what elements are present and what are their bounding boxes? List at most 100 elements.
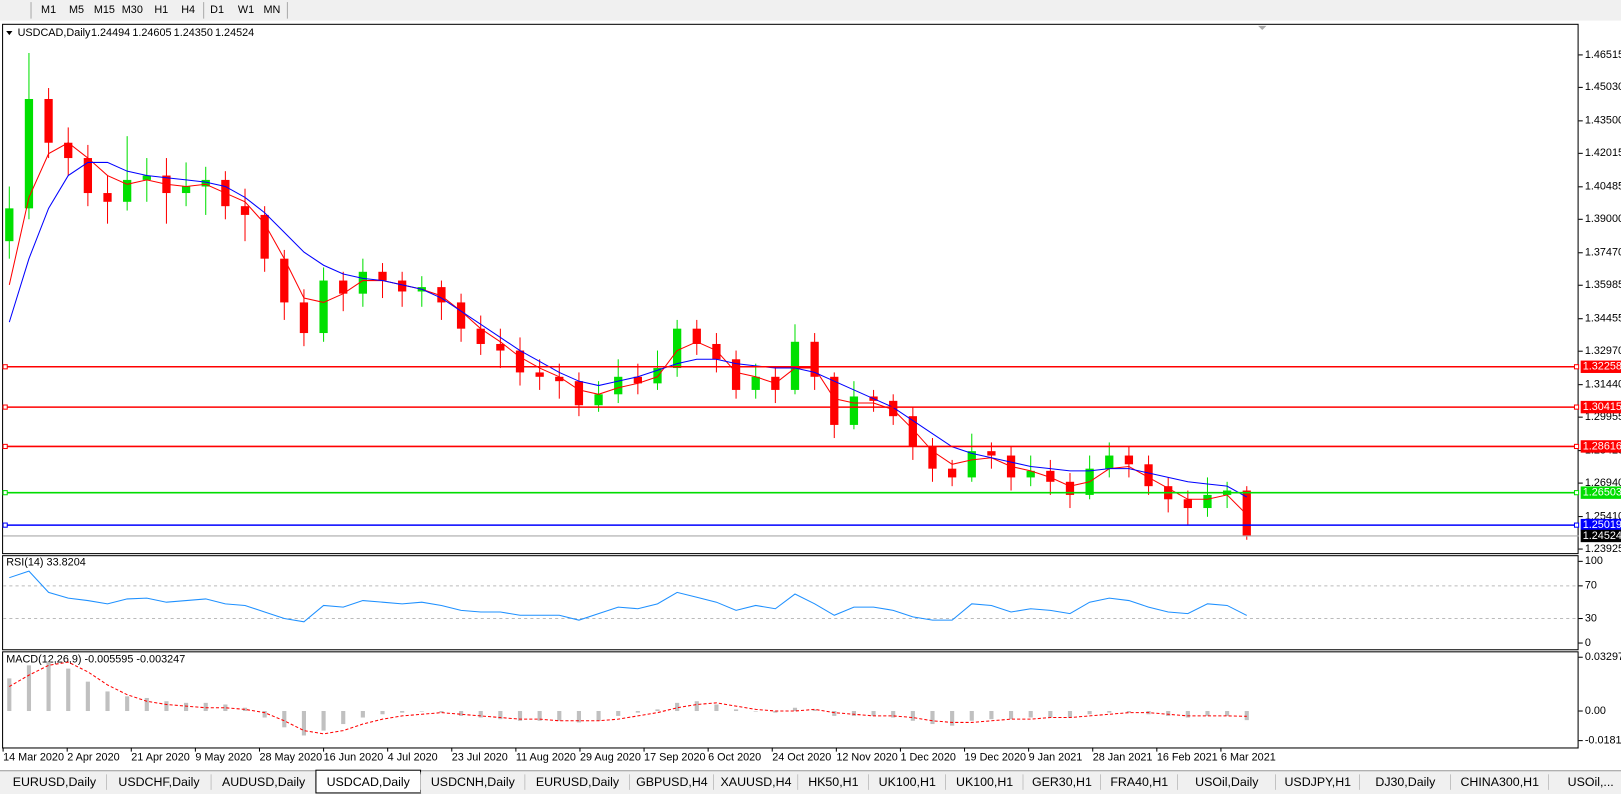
tab-label[interactable]: UK100,H1 [879, 775, 936, 789]
tab[interactable]: GER30,H1 [1023, 772, 1102, 793]
tab[interactable]: USOil,Daily [1177, 772, 1277, 793]
tab-bg[interactable] [1100, 772, 1178, 793]
tab-bg[interactable] [2, 772, 107, 793]
x-tick-label: 29 Aug 2020 [580, 752, 641, 764]
y-tick-label: 1.34455 [1585, 313, 1621, 325]
tab-bg[interactable] [629, 772, 714, 793]
timeframe-button[interactable]: H4 [181, 4, 195, 16]
tab-bg[interactable] [211, 772, 316, 793]
tab-label[interactable]: USDJPY,H1 [1284, 775, 1351, 789]
tab-label[interactable]: USOil,... [1568, 775, 1614, 789]
level-handle[interactable] [2, 522, 8, 528]
tab[interactable]: USDJPY,H1 [1275, 772, 1361, 793]
level-handle[interactable] [2, 364, 8, 370]
tab[interactable]: UK100,H1 [868, 772, 947, 793]
candle-body [987, 451, 996, 456]
tab[interactable]: USDCAD,Daily [315, 769, 422, 794]
tab-label[interactable]: EURUSD,Daily [536, 775, 620, 789]
tab-label[interactable]: AUDUSD,Daily [222, 775, 306, 789]
tab-label[interactable]: GBPUSD,H4 [636, 775, 708, 789]
x-tick-label: 16 Jun 2020 [324, 752, 384, 764]
candle-body [496, 343, 505, 351]
macd-bar [1028, 711, 1033, 718]
timeframe-button[interactable]: H1 [154, 4, 168, 16]
tab-label[interactable]: USDCNH,Daily [431, 775, 516, 789]
tab-bg[interactable] [1275, 772, 1360, 793]
tab[interactable]: DJ30,Daily [1359, 772, 1452, 793]
tab-bg[interactable] [945, 772, 1024, 793]
tab[interactable]: HK50,H1 [798, 772, 870, 793]
macd-bar [85, 681, 90, 712]
level-handle[interactable] [1573, 364, 1580, 370]
timeframe-button[interactable]: M1 [41, 4, 56, 16]
x-tick-label: 6 Mar 2021 [1221, 752, 1276, 764]
y-tick-label: 1.26940 [1585, 477, 1621, 489]
level-handle[interactable] [1573, 404, 1580, 410]
tab-bg[interactable] [1548, 772, 1621, 793]
timeframe-button[interactable]: D1 [210, 4, 224, 16]
tab-label[interactable]: CHINA300,H1 [1460, 775, 1539, 789]
x-tick-label: 4 Jul 2020 [388, 752, 438, 764]
tab[interactable]: USOil,... [1548, 772, 1621, 793]
macd-bar [851, 711, 856, 716]
tab[interactable]: EURUSD,Daily [525, 772, 631, 793]
macd-bar [282, 711, 287, 728]
timeframe-button[interactable]: W1 [238, 4, 254, 16]
level-handle[interactable] [2, 490, 8, 496]
tab-label[interactable]: DJ30,Daily [1375, 775, 1436, 789]
level-handle[interactable] [2, 443, 8, 450]
level-handle[interactable] [1573, 443, 1580, 450]
timeframe-button[interactable]: M15 [94, 4, 115, 16]
tab-bg[interactable] [420, 772, 526, 793]
candle-body [123, 179, 132, 202]
timeframe-button[interactable]: M30 [122, 4, 143, 16]
tab-bg[interactable] [1359, 772, 1451, 793]
y-tick-label: -0.018154 [1585, 734, 1621, 746]
candle-body [44, 98, 53, 143]
tab[interactable]: GBPUSD,H4 [629, 772, 715, 793]
ma-fast-line [8, 142, 1248, 515]
tab[interactable]: FRA40,H1 [1100, 772, 1179, 793]
tab-label[interactable]: HK50,H1 [808, 775, 858, 789]
tab-label[interactable]: UK100,H1 [956, 775, 1013, 789]
y-tick-label: 1.23925 [1585, 543, 1621, 555]
tab-bg[interactable] [1177, 772, 1276, 793]
tab-bg[interactable] [798, 772, 869, 793]
tab-bg[interactable] [1023, 772, 1101, 793]
x-tick-label: 1 Dec 2020 [900, 752, 955, 764]
macd-bar [910, 711, 915, 721]
tab-label[interactable]: USDCHF,Daily [118, 775, 200, 789]
macd-panel [2, 651, 1579, 749]
macd-bar [164, 701, 169, 712]
tab-bg[interactable] [868, 772, 946, 793]
tab[interactable]: XAUUSD,H4 [713, 772, 799, 793]
tab-label[interactable]: USOil,Daily [1195, 775, 1259, 789]
tab-bg[interactable] [713, 772, 799, 793]
candle-body [830, 376, 839, 425]
tab-label[interactable]: EURUSD,Daily [13, 775, 97, 789]
tab[interactable]: AUDUSD,Daily [211, 772, 317, 793]
tab[interactable]: USDCHF,Daily [106, 772, 212, 793]
macd-bar [184, 702, 189, 712]
level-handle[interactable] [1573, 522, 1580, 528]
level-label: 1.24524 [1583, 530, 1621, 542]
tab-label[interactable]: USDCAD,Daily [327, 775, 411, 789]
tab-bg[interactable] [525, 772, 630, 793]
tab[interactable]: CHINA300,H1 [1450, 772, 1550, 793]
tab-bg[interactable] [106, 772, 212, 793]
level-handle[interactable] [1573, 490, 1580, 496]
timeframe-button[interactable]: M5 [69, 4, 84, 16]
menu-arrow[interactable] [6, 31, 13, 36]
tab-bg[interactable] [1450, 772, 1549, 793]
tab[interactable]: USDCNH,Daily [420, 772, 526, 793]
tab-label[interactable]: GER30,H1 [1032, 775, 1092, 789]
tab[interactable]: UK100,H1 [945, 772, 1024, 793]
candle-body [142, 175, 151, 180]
tab-label[interactable]: XAUUSD,H4 [721, 775, 792, 789]
candle-body [240, 206, 250, 215]
tab-label[interactable]: FRA40,H1 [1110, 775, 1168, 789]
tab[interactable]: EURUSD,Daily [2, 772, 108, 793]
level-handle[interactable] [2, 404, 8, 410]
timeframe-button[interactable]: MN [263, 4, 280, 16]
candle-body [1183, 499, 1192, 509]
